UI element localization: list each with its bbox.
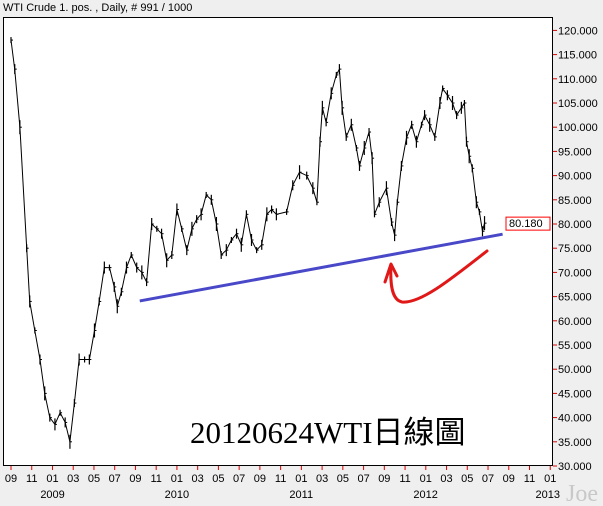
x-tick-label: 07 [109, 473, 121, 485]
y-tick-label: 35.000 [558, 437, 592, 449]
y-tick-label: 110.000 [558, 74, 597, 86]
x-tick-label: 03 [440, 473, 452, 485]
x-tick-label: 03 [316, 473, 328, 485]
hand-drawn-arrow-icon [383, 249, 489, 304]
y-tick-label: 85.000 [558, 195, 592, 207]
y-tick-label: 55.000 [558, 340, 592, 352]
x-year-label: 2013 [536, 489, 560, 501]
x-tick-label: 01 [46, 473, 58, 485]
last-price-label: 80.180 [509, 218, 543, 230]
y-tick-label: 45.000 [558, 388, 592, 400]
x-tick-label: 11 [26, 473, 37, 485]
x-tick-label: 09 [129, 473, 141, 485]
x-tick-label: 03 [192, 473, 204, 485]
y-tick-label: 50.000 [558, 364, 592, 376]
y-tick-label: 65.000 [558, 292, 592, 304]
x-tick-label: 07 [233, 473, 245, 485]
x-tick-label: 11 [275, 473, 286, 485]
x-tick-label: 09 [503, 473, 515, 485]
last-price-box: 80.180 [505, 216, 551, 231]
y-tick-label: 30.000 [558, 461, 592, 473]
x-tick-label: 05 [461, 473, 473, 485]
x-year-label: 2012 [413, 489, 437, 501]
x-tick-label: 09 [378, 473, 390, 485]
y-tick-label: 95.000 [558, 146, 592, 158]
x-year-label: 2011 [289, 489, 313, 501]
x-tick-label: 01 [420, 473, 432, 485]
y-tick-label: 105.000 [558, 98, 598, 110]
x-tick-label: 01 [295, 473, 307, 485]
x-tick-label: 05 [88, 473, 100, 485]
x-tick-label: 11 [150, 473, 161, 485]
y-tick-label: 60.000 [558, 316, 592, 328]
y-tick-label: 80.000 [558, 219, 592, 231]
y-tick-label: 70.000 [558, 267, 592, 279]
y-tick-label: 40.000 [558, 413, 592, 425]
price-series-line [10, 40, 485, 442]
x-year-label: 2010 [165, 489, 189, 501]
x-year-label: 2009 [40, 489, 64, 501]
chart-caption: 20120624WTI日線圖 [190, 415, 466, 450]
x-tick-label: 09 [5, 473, 17, 485]
x-tick-label: 05 [337, 473, 349, 485]
x-tick-label: 01 [171, 473, 183, 485]
x-tick-label: 07 [482, 473, 494, 485]
support-trendline [139, 232, 503, 303]
x-tick-label: 07 [357, 473, 369, 485]
y-axis: 30.000 35.000 40.000 45.000 50.000 55.000 60.0… [553, 25, 598, 473]
y-tick-label: 120.000 [558, 25, 598, 37]
y-tick-label: 100.000 [558, 122, 598, 134]
x-tick-label: 03 [67, 473, 79, 485]
x-tick-label: 09 [254, 473, 266, 485]
y-tick-label: 115.000 [558, 50, 597, 62]
x-tick-label: 05 [212, 473, 224, 485]
x-tick-label: 11 [399, 473, 410, 485]
y-tick-label: 90.000 [558, 171, 592, 183]
x-axis: 09 11 01 03 05 07 09 11 01 03 05 07 09 11 01 03 05 07 09 11… [5, 466, 560, 501]
y-tick-label: 75.000 [558, 243, 592, 255]
watermark-joe: Joe [566, 481, 598, 506]
chart-title: WTI Crude 1. pos. , Daily, # 991 / 1000 [3, 2, 192, 14]
x-tick-label: 01 [544, 473, 556, 485]
x-tick-label: 11 [524, 473, 535, 485]
